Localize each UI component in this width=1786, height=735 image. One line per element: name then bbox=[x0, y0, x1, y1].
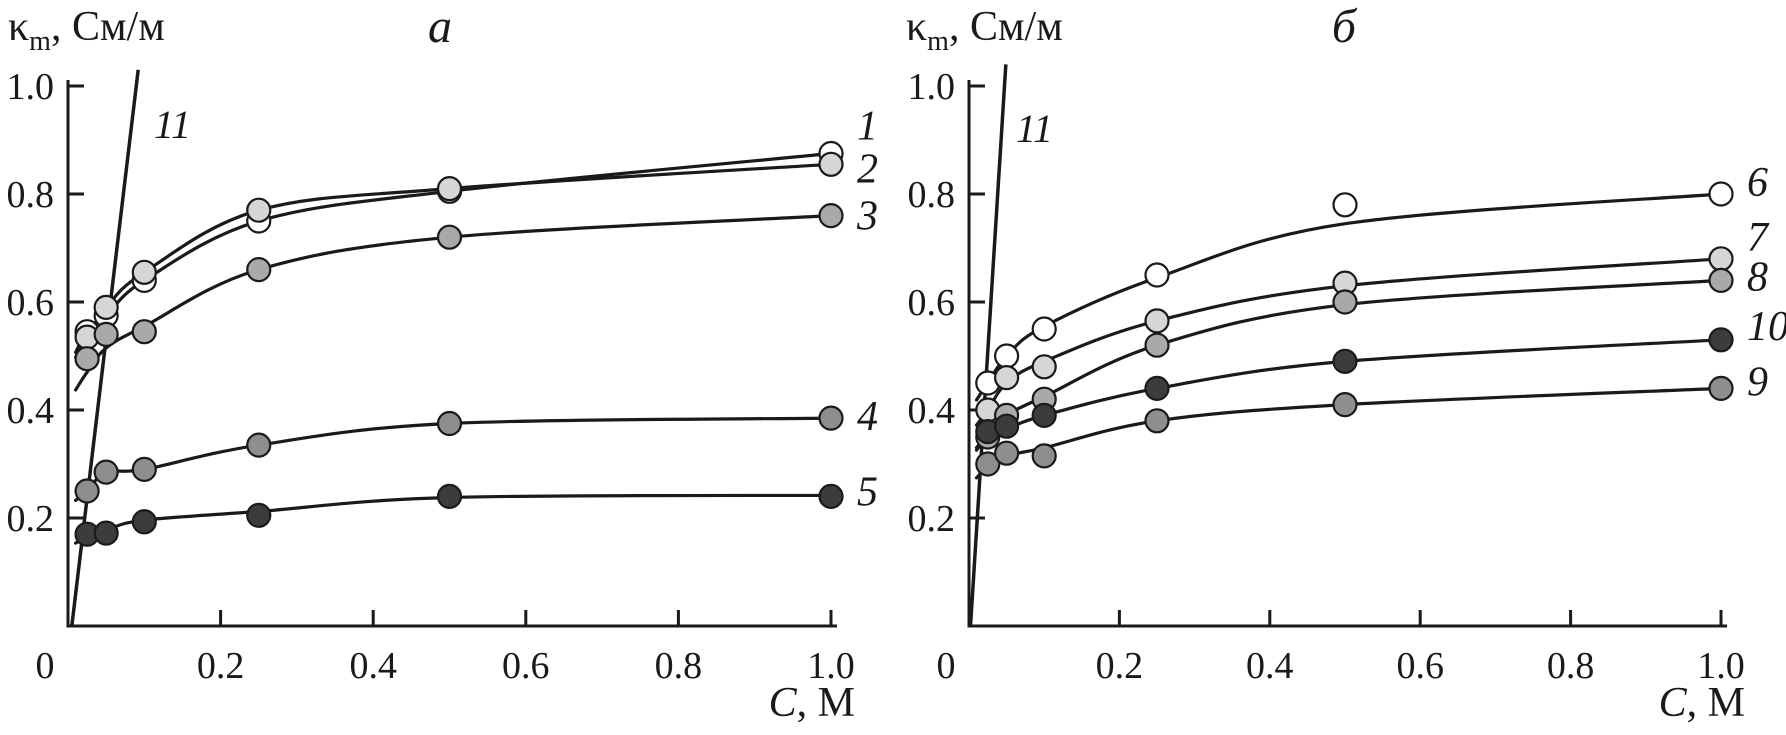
series-3-point bbox=[131, 319, 157, 345]
panel-letter-b: б bbox=[1332, 0, 1358, 53]
series-4-point bbox=[131, 456, 157, 482]
ref-line-11 bbox=[968, 64, 1008, 627]
x-tick-label: 0.4 bbox=[349, 645, 397, 687]
x-tick-label: 0.4 bbox=[1246, 645, 1294, 687]
ref-line-label-11: 11 bbox=[1016, 106, 1053, 151]
y-tick-label: 0.4 bbox=[7, 390, 55, 432]
series-2-point bbox=[436, 176, 463, 202]
series-2-point bbox=[131, 259, 157, 285]
series-9-point bbox=[975, 451, 1001, 477]
y-tick-label: 0.6 bbox=[908, 282, 956, 324]
series-2-point bbox=[818, 151, 844, 177]
series-10-point bbox=[1144, 375, 1170, 401]
series-6-label: 6 bbox=[1747, 160, 1768, 206]
series-7-point bbox=[1031, 354, 1057, 380]
series-8-point bbox=[1708, 267, 1734, 293]
series-5-point bbox=[93, 520, 119, 546]
x-axis-title-b: C, М bbox=[1659, 680, 1745, 726]
y-tick-label: 0.8 bbox=[908, 174, 956, 216]
series-5-label: 5 bbox=[857, 469, 878, 515]
series-4-point bbox=[93, 459, 119, 485]
series-4-label: 4 bbox=[857, 394, 878, 440]
series-6-point bbox=[1332, 192, 1358, 218]
y-tick-label: 0.2 bbox=[7, 498, 55, 540]
series-10-label: 10 bbox=[1747, 304, 1786, 350]
series-4-point bbox=[818, 405, 844, 431]
series-9-point bbox=[1708, 375, 1734, 401]
series-3-point bbox=[246, 257, 272, 283]
series-6-point bbox=[993, 343, 1020, 369]
series-3-point bbox=[93, 321, 119, 347]
series-4-point bbox=[246, 432, 272, 458]
y-tick-label: 0.2 bbox=[908, 498, 956, 540]
x-tick-label: 0.8 bbox=[1547, 645, 1595, 687]
series-2-label: 2 bbox=[857, 146, 878, 192]
panel-letter-a: a bbox=[428, 0, 452, 53]
series-6-point bbox=[1708, 181, 1734, 207]
series-9-point bbox=[1332, 392, 1358, 418]
series-2-point bbox=[93, 294, 119, 320]
x-axis-title-a: C, М bbox=[769, 680, 855, 726]
series-6-point bbox=[1144, 262, 1170, 288]
x-tick-label: 1.0 bbox=[1697, 645, 1745, 687]
series-7-point bbox=[1144, 308, 1170, 334]
series-9-point bbox=[1144, 408, 1170, 434]
series-2-point bbox=[246, 197, 272, 223]
series-8-label: 8 bbox=[1747, 254, 1768, 300]
series-7-point bbox=[1708, 246, 1734, 272]
y-tick-label: 1.0 bbox=[908, 66, 956, 108]
series-1-label: 1 bbox=[857, 104, 878, 150]
series-5-point bbox=[131, 509, 157, 535]
series-10-point bbox=[993, 413, 1020, 439]
y-tick-label: 0.6 bbox=[7, 282, 55, 324]
x-tick-label: 0.2 bbox=[1096, 645, 1144, 687]
x-tick-label: 0.8 bbox=[655, 645, 703, 687]
series-10-point bbox=[1708, 327, 1734, 353]
series-10-point bbox=[1332, 348, 1358, 374]
series-4-point bbox=[74, 478, 100, 504]
series-5-point bbox=[246, 502, 272, 528]
series-3-point bbox=[436, 224, 463, 250]
series-8-point bbox=[1332, 289, 1358, 315]
series-10-point bbox=[1031, 402, 1057, 428]
series-9-point bbox=[1031, 443, 1057, 469]
series-7-label: 7 bbox=[1747, 215, 1770, 261]
series-7-point bbox=[993, 365, 1020, 391]
series-4-point bbox=[436, 410, 463, 437]
y-tick-label: 1.0 bbox=[7, 66, 55, 108]
series-8-point bbox=[1144, 332, 1170, 358]
series-3-label: 3 bbox=[856, 194, 878, 240]
y-tick-label: 0.4 bbox=[908, 390, 956, 432]
x-tick-label: 1.0 bbox=[807, 645, 855, 687]
series-5-point bbox=[436, 483, 463, 509]
series-5-point bbox=[818, 483, 844, 509]
y-axis-title-a: κm, См/м bbox=[8, 4, 165, 57]
x-tick-label: 0.2 bbox=[197, 645, 245, 687]
series-9-label: 9 bbox=[1747, 359, 1768, 405]
series-9-point bbox=[993, 440, 1020, 466]
series-6-point bbox=[1031, 316, 1057, 342]
x-tick-label: 0 bbox=[937, 645, 956, 687]
x-tick-label: 0.6 bbox=[502, 645, 550, 687]
axes bbox=[967, 80, 1727, 628]
y-axis-title-b: κm, См/м bbox=[906, 4, 1063, 57]
x-tick-label: 0 bbox=[36, 645, 55, 687]
axes bbox=[66, 80, 837, 628]
series-3-point bbox=[74, 346, 100, 372]
x-tick-label: 0.6 bbox=[1396, 645, 1444, 687]
y-tick-label: 0.8 bbox=[7, 174, 55, 216]
ref-line-label-11: 11 bbox=[154, 102, 191, 147]
series-3-point bbox=[818, 203, 844, 229]
